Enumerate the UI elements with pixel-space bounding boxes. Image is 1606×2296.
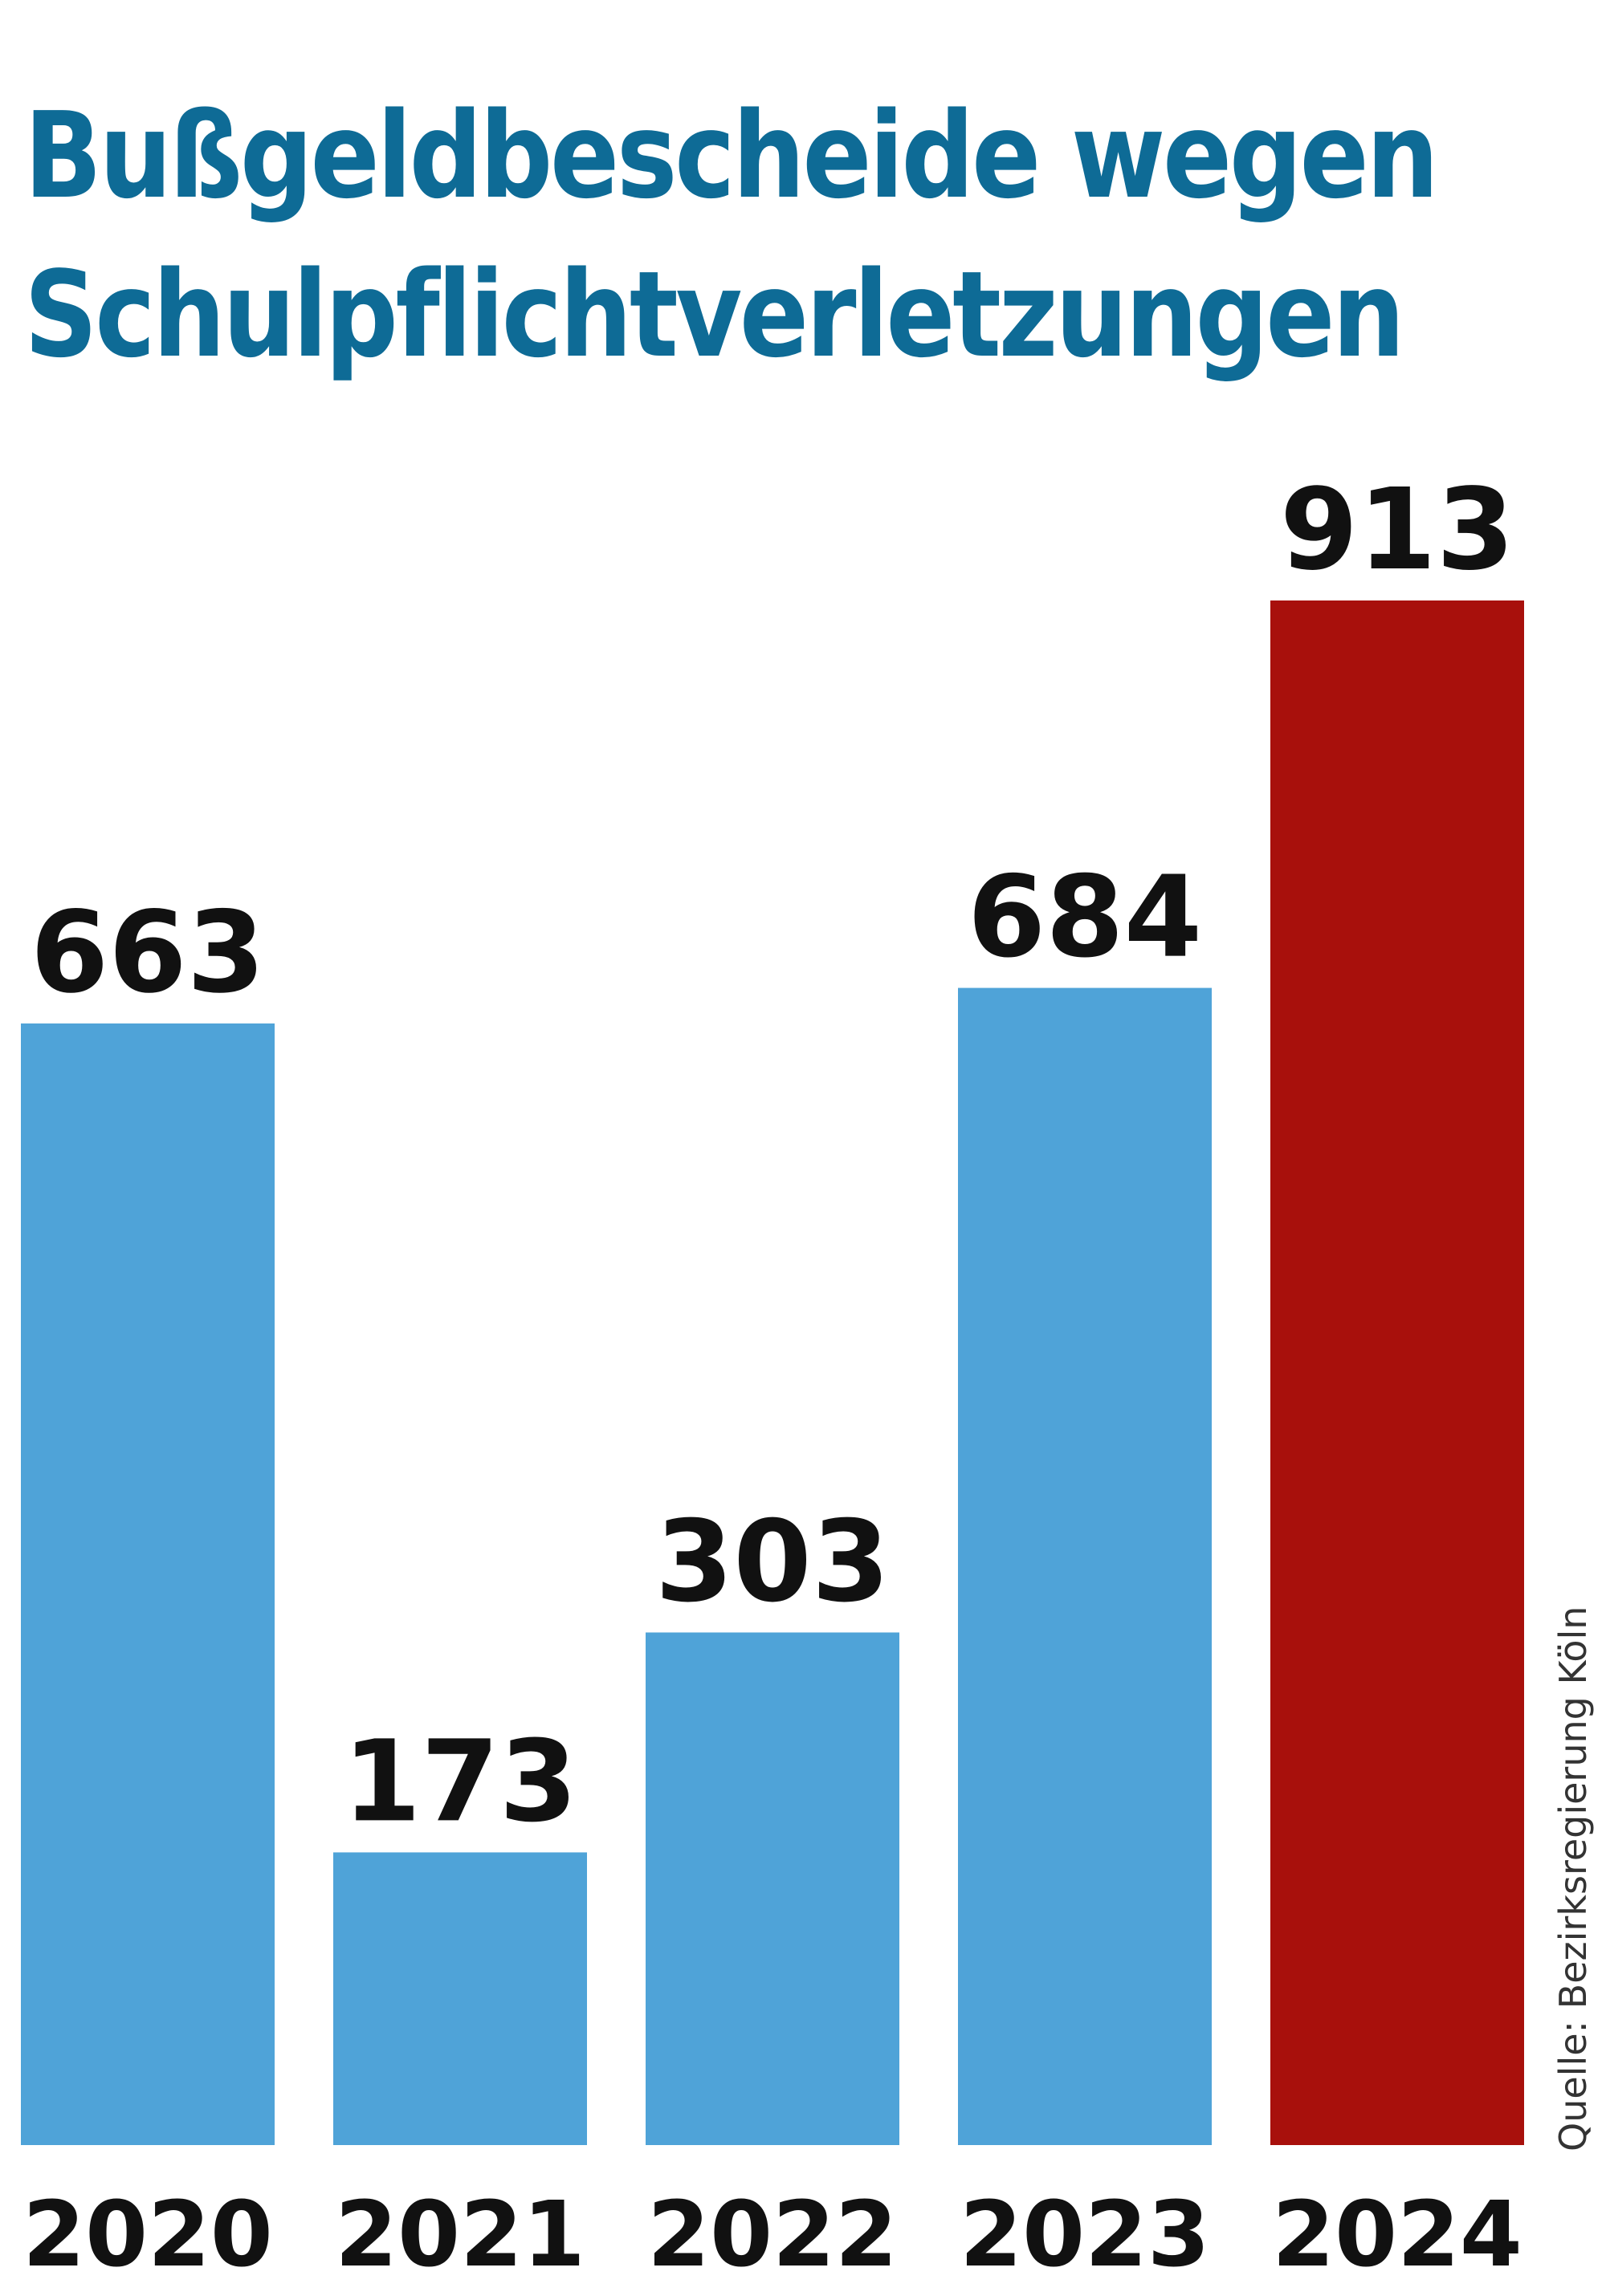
bars-group [21,600,1524,2145]
x-tick-label-2021: 2021 [335,2183,585,2287]
value-label-2023: 684 [968,853,1202,983]
value-label-2022: 303 [655,1496,890,1627]
value-labels-group: 663 173 303 684 913 [31,465,1514,1847]
chart-title: Bußgeldbescheide wegen Schulpflichtverle… [24,76,1439,394]
x-tick-label-2023: 2023 [960,2183,1210,2287]
value-label-2020: 663 [31,888,265,1019]
value-label-2021: 173 [343,1716,577,1847]
source-note: Quelle: Bezirksregierung Köln [1551,1606,1595,2151]
x-tick-label-2020: 2020 [22,2183,273,2287]
value-label-2024: 913 [1280,465,1514,596]
bar-2022 [646,1632,899,2145]
bar-2023 [958,987,1212,2145]
bar-2021 [333,1852,587,2145]
x-tick-label-2022: 2022 [647,2183,898,2287]
bar-2020 [21,1023,275,2145]
x-tick-label-2024: 2024 [1272,2183,1522,2287]
chart-title-line-2: Schulpflichtverletzungen [24,246,1405,384]
chart-title-line-1: Bußgeldbescheide wegen [24,87,1439,225]
x-tick-labels-group: 2020 2021 2022 2023 2024 [22,2183,1522,2287]
bar-2024 [1270,600,1524,2145]
